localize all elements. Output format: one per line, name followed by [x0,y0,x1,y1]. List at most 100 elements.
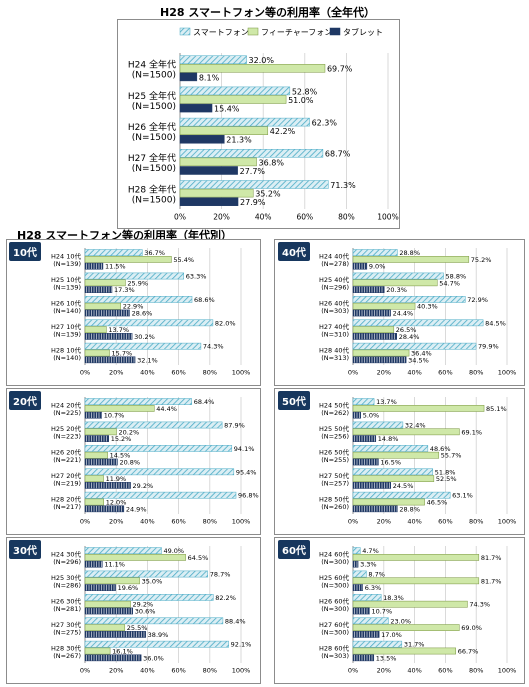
bar-tablet [84,631,146,638]
data-label: 38.9% [148,631,169,639]
data-label: 28.6% [132,310,153,318]
data-label: 71.3% [330,181,356,190]
data-label: 20.2% [119,428,140,436]
bar-smartphone [179,55,247,64]
data-label: 27.7% [240,167,266,176]
bar-smartphone [352,272,444,280]
category-label: H24 40代 [319,252,349,261]
panel-60s: 0% 20% 40% 60% 80% 100% H24 60代 (N=300) 4.7% 81.7… [274,537,525,684]
category-label: H24 30代 [51,550,81,559]
bar-feature-phone [352,647,456,655]
category-sample-size: (N=139) [53,330,81,338]
group-tag-10s: 10代 [9,242,41,261]
category-label: H25 10代 [51,275,81,284]
bar-smartphone [179,180,329,189]
bar-smartphone [84,319,214,327]
x-tick-label: 100% [498,518,517,526]
bar-smartphone [84,570,209,578]
bar-tablet [352,482,391,489]
category-label: H26 60代 [319,597,349,606]
bar-tablet [352,505,398,513]
bar-smartphone [84,445,233,452]
bar-smartphone [84,398,192,405]
category-label: H27 20代 [51,471,81,480]
x-tick-label: 40% [407,369,421,377]
data-label: 51.0% [288,96,314,105]
data-label: 27.9% [240,198,266,207]
data-label: 16.1% [112,648,133,656]
category-label: H28 30代 [51,643,81,652]
category-sample-size: (N=310) [321,330,349,338]
data-label: 52.8% [292,87,318,96]
legend-swatch [179,27,191,36]
category-sample-size: (N=267) [53,652,81,660]
category-sample-size: (N=139) [53,260,81,268]
data-label: 28.8% [399,505,420,513]
x-tick-label: 0% [348,667,358,675]
bar-tablet [84,458,118,466]
category-sample-size: (N=303) [321,307,349,315]
x-tick-label: 100% [232,369,251,377]
category-label: H28 60代 [319,643,349,652]
x-tick-label: 20% [213,213,230,222]
data-label: 74.3% [203,343,224,351]
data-label: 72.9% [467,296,488,304]
data-label: 17.0% [381,631,402,639]
bar-smartphone [352,640,403,648]
data-label: 81.7% [481,577,502,585]
category-label: H27 30代 [51,620,81,629]
x-tick-label: 20% [109,667,123,675]
bar-tablet [84,262,104,270]
bar-feature-phone [352,451,440,459]
bar-smartphone [352,468,434,476]
x-tick-label: 0% [348,369,358,377]
bar-smartphone [84,547,162,554]
main-title: H28 スマートフォン等の利用率（全年代） [160,6,376,19]
x-tick-label: 80% [338,213,355,222]
x-tick-label: 60% [438,369,452,377]
bar-tablet [84,356,136,364]
data-label: 18.3% [383,594,404,602]
category-label: H25 30代 [51,573,81,582]
x-tick-label: 20% [377,667,391,675]
bar-smartphone [84,249,143,256]
data-label: 28.4% [399,333,420,341]
data-label: 20.8% [119,459,140,467]
bar-feature-phone [179,95,287,104]
category-sample-size: (N=281) [53,605,81,613]
data-label: 78.7% [210,571,231,579]
category-sample-size: (N=278) [321,260,349,268]
x-tick-label: 20% [377,369,391,377]
category-label: H26 10代 [51,299,81,308]
data-label: 46.5% [427,499,448,507]
data-label: 52.5% [436,475,457,483]
bar-smartphone [84,296,193,303]
data-label: 30.6% [135,608,156,616]
bar-feature-phone [352,498,425,506]
x-tick-label: 0% [80,369,90,377]
bar-feature-phone [84,405,155,412]
data-label: 10.7% [371,608,392,616]
data-label: 32.1% [137,356,158,364]
data-label: 55.7% [441,452,462,460]
category-sample-size: (N=300) [321,628,349,636]
category-sample-size: (N=140) [53,354,81,362]
legend-label: タブレット [343,27,383,37]
bar-tablet [179,135,225,144]
category-sample-size: (N=139) [53,284,81,292]
group-tag-60s: 60代 [278,540,310,559]
chart-10s: 0% 20% 40% 60% 80% 100%H24 10代(N=139)36.7%55.… [51,248,251,377]
data-label: 28.8% [399,249,420,257]
data-label: 13.7% [376,398,397,406]
category-sample-size: (N=296) [53,558,81,566]
chart-60s: 0% 20% 40% 60% 80% 100%H24 60代(N=300)4.7%81.7… [319,546,516,675]
bar-smartphone [84,640,229,648]
data-label: 14.5% [110,452,131,460]
chart-50s: 0% 20% 40% 60% 80% 100% H24 50代(N=262) 13.7% 85.… [319,397,517,526]
x-tick-label: 80% [203,369,217,377]
data-label: 95.4% [236,468,257,476]
legend-swatch [247,27,259,36]
category-sample-size: (N=296) [321,284,349,292]
bar-feature-phone [352,279,438,287]
data-label: 32.0% [249,56,275,65]
